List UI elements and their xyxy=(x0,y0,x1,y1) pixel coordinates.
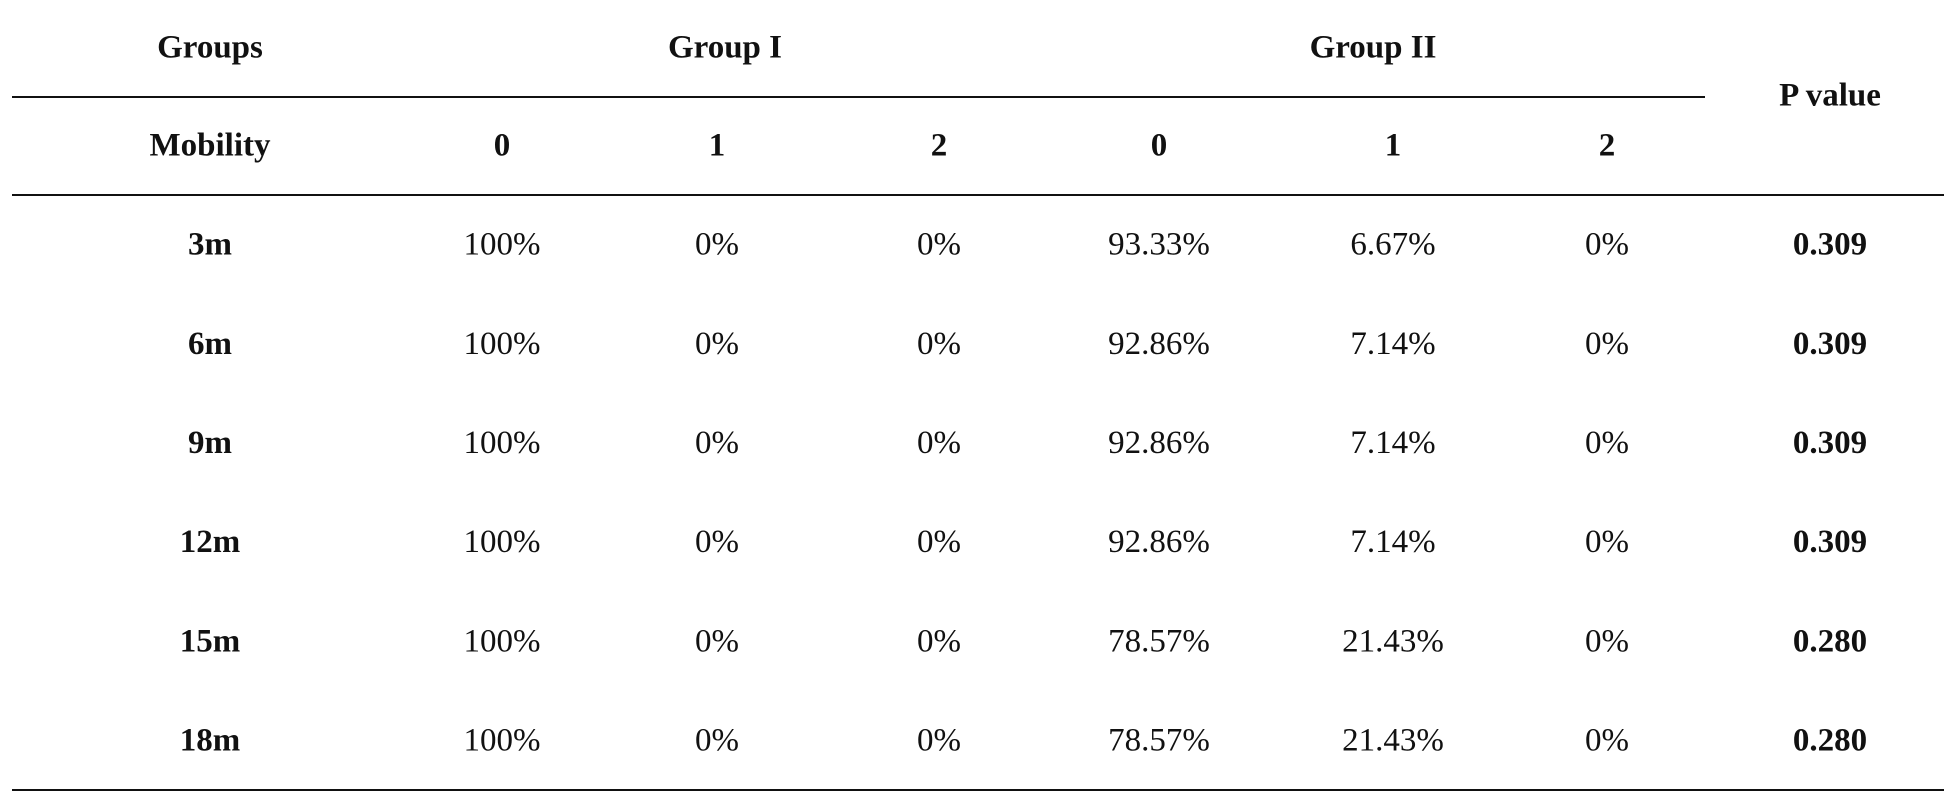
cell: 92.86% xyxy=(1108,326,1210,362)
cell: 0% xyxy=(917,623,961,659)
cell: 100% xyxy=(464,623,541,659)
cell: 21.43% xyxy=(1342,723,1444,759)
cell: 0% xyxy=(917,425,961,461)
cell: 100% xyxy=(464,723,541,759)
cell: 93.33% xyxy=(1108,227,1210,263)
subheader-cell: Mobility xyxy=(150,128,271,164)
header-cell: Group I xyxy=(668,30,782,66)
cell: 0% xyxy=(695,723,739,759)
cell: 100% xyxy=(464,425,541,461)
cell: 0% xyxy=(695,524,739,560)
cell: 92.86% xyxy=(1108,524,1210,560)
cell: 9m xyxy=(188,425,232,461)
cell: 0.309 xyxy=(1793,326,1867,362)
subheader-cell: 2 xyxy=(931,128,948,164)
header-cell: Groups xyxy=(157,30,263,66)
cell: 92.86% xyxy=(1108,425,1210,461)
cell: 0.309 xyxy=(1793,524,1867,560)
cell: 7.14% xyxy=(1350,425,1435,461)
cell: 78.57% xyxy=(1108,723,1210,759)
cell: 100% xyxy=(464,524,541,560)
cell: 100% xyxy=(464,326,541,362)
cell: 0% xyxy=(1585,227,1629,263)
cell: 0% xyxy=(1585,623,1629,659)
cell: 0% xyxy=(1585,524,1629,560)
cell: 0.309 xyxy=(1793,425,1867,461)
cell: 18m xyxy=(180,723,241,759)
cell: 0% xyxy=(695,227,739,263)
subheader-cell: 0 xyxy=(1151,128,1168,164)
cell: 0% xyxy=(695,425,739,461)
cell: 0.280 xyxy=(1793,623,1867,659)
cell: 0% xyxy=(1585,326,1629,362)
subheader-cell: 1 xyxy=(1385,128,1402,164)
subheader-cell: 1 xyxy=(709,128,726,164)
subheader-cell: 0 xyxy=(494,128,511,164)
cell: 7.14% xyxy=(1350,326,1435,362)
cell: 0% xyxy=(695,326,739,362)
header-cell: Group II xyxy=(1310,30,1437,66)
cell: 0% xyxy=(695,623,739,659)
cell: 21.43% xyxy=(1342,623,1444,659)
cell: 15m xyxy=(180,623,241,659)
cell: 0% xyxy=(917,524,961,560)
cell: 6.67% xyxy=(1350,227,1435,263)
cell: 0% xyxy=(1585,425,1629,461)
header-cell: P value xyxy=(1779,78,1881,114)
cell: 100% xyxy=(464,227,541,263)
cell: 12m xyxy=(180,524,241,560)
subheader-cell: 2 xyxy=(1599,128,1616,164)
cell: 78.57% xyxy=(1108,623,1210,659)
cell: 0.280 xyxy=(1793,723,1867,759)
cell: 7.14% xyxy=(1350,524,1435,560)
cell: 0% xyxy=(1585,723,1629,759)
cell: 3m xyxy=(188,227,232,263)
cell: 0.309 xyxy=(1793,227,1867,263)
cell: 0% xyxy=(917,227,961,263)
cell: 0% xyxy=(917,723,961,759)
cell: 0% xyxy=(917,326,961,362)
cell: 6m xyxy=(188,326,232,362)
